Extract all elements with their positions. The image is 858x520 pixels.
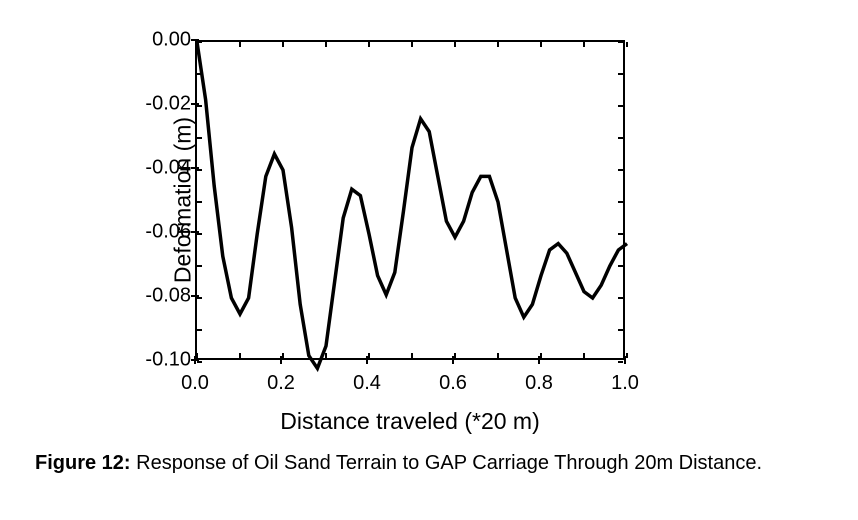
x-axis-label: Distance traveled (*20 m) <box>195 408 625 435</box>
y-tick-label: 0.00 <box>152 29 191 52</box>
y-tick-label: -0.06 <box>145 221 191 244</box>
y-tick-label: -0.10 <box>145 349 191 372</box>
plot-box <box>195 40 625 360</box>
x-tick-label: 0.6 <box>439 372 467 395</box>
figure-caption: Figure 12: Response of Oil Sand Terrain … <box>35 450 825 476</box>
y-ticks: 0.00-0.02-0.04-0.06-0.08-0.10 <box>135 40 191 360</box>
caption-text: Response of Oil Sand Terrain to GAP Carr… <box>136 452 762 474</box>
x-tick-label: 0.8 <box>525 372 553 395</box>
caption-label: Figure 12: <box>35 452 131 474</box>
figure-container: Deformation (m) 0.00-0.02-0.04-0.06-0.08… <box>35 20 825 500</box>
x-tick-label: 0.0 <box>181 372 209 395</box>
x-tick-label: 0.4 <box>353 372 381 395</box>
x-tick-label: 0.2 <box>267 372 295 395</box>
y-tick-label: -0.04 <box>145 157 191 180</box>
y-tick-label: -0.02 <box>145 93 191 116</box>
data-line <box>197 42 627 368</box>
x-tick-label: 1.0 <box>611 372 639 395</box>
chart-area: 0.00-0.02-0.04-0.06-0.08-0.10 0.00.20.40… <box>195 40 625 360</box>
y-tick-label: -0.08 <box>145 285 191 308</box>
x-ticks: 0.00.20.40.60.81.0 <box>195 364 625 396</box>
